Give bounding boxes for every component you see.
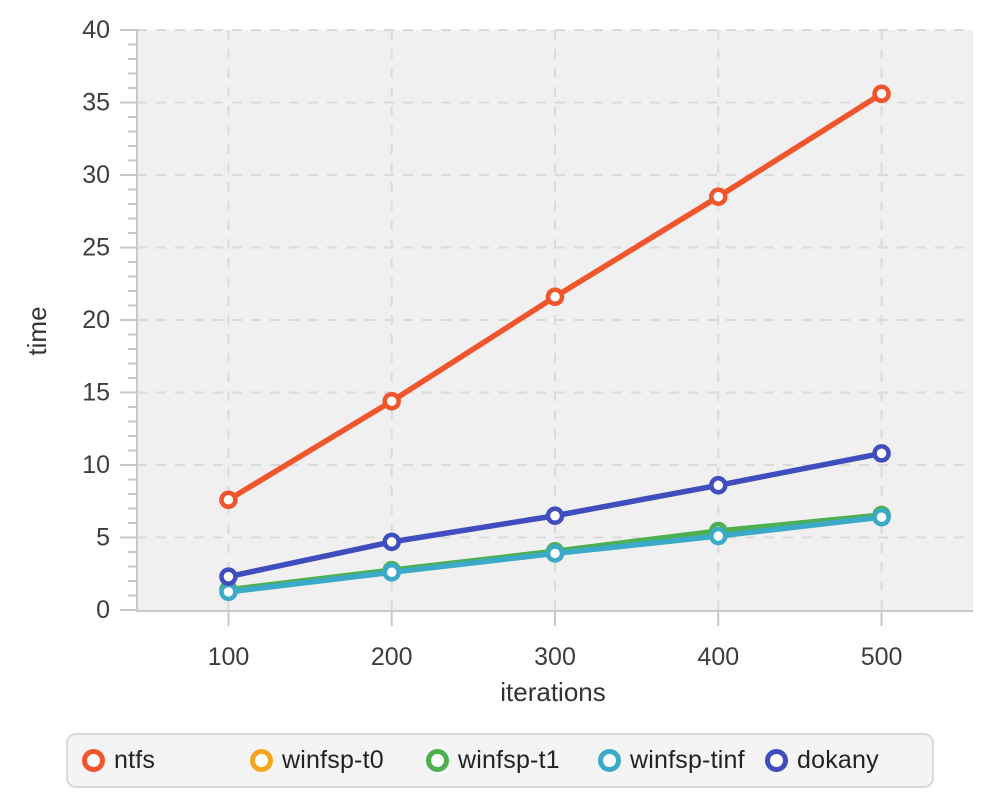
y-tick-label: 40 xyxy=(82,16,110,44)
legend-marker-icon xyxy=(426,749,449,772)
marker-ntfs xyxy=(219,490,238,510)
legend-item-winfsp-t0: winfsp-t0 xyxy=(250,746,426,775)
y-tick-label: 30 xyxy=(82,161,110,189)
legend-label: ntfs xyxy=(114,746,156,774)
chart: 0 5 10 15 20 25 30 35 40 100 200 300 400 500 iteratio… xyxy=(22,16,973,707)
marker-winfsp-tinf xyxy=(709,526,728,546)
marker-winfsp-tinf xyxy=(219,582,238,602)
marker-dokany xyxy=(709,476,728,495)
legend-item-dokany: dokany xyxy=(765,746,879,775)
marker-dokany xyxy=(382,532,401,552)
marker-ntfs xyxy=(545,287,565,307)
marker-ntfs xyxy=(382,391,401,411)
x-tick-label: 300 xyxy=(534,643,576,671)
legend-label: dokany xyxy=(797,746,879,774)
y-tick-label: 20 xyxy=(82,306,110,334)
legend-label: winfsp-t1 xyxy=(458,746,560,774)
marker-ntfs xyxy=(872,84,891,104)
y-tick-label: 35 xyxy=(82,89,110,117)
y-tick-label: 25 xyxy=(82,234,110,262)
legend-item-winfsp-tinf: winfsp-tinf xyxy=(598,746,765,775)
marker-winfsp-tinf xyxy=(382,563,401,582)
x-tick-label: 100 xyxy=(208,643,250,671)
marker-dokany xyxy=(872,444,891,463)
legend-marker-icon xyxy=(250,749,273,772)
y-axis-title: time xyxy=(22,306,52,355)
y-tick-label: 0 xyxy=(96,596,110,624)
legend-label: winfsp-t0 xyxy=(282,746,384,774)
y-tick-label: 10 xyxy=(82,451,110,479)
legend-item-winfsp-t1: winfsp-t1 xyxy=(426,746,598,775)
x-tick-label: 400 xyxy=(697,643,739,671)
y-tick-label: 15 xyxy=(82,379,110,407)
legend-item-ntfs: ntfs xyxy=(82,746,250,775)
marker-ntfs xyxy=(709,187,728,206)
x-axis-title: iterations xyxy=(500,677,606,707)
legend-marker-icon xyxy=(765,749,788,772)
marker-winfsp-tinf xyxy=(545,544,565,563)
legend-label: winfsp-tinf xyxy=(630,746,745,774)
marker-winfsp-tinf xyxy=(872,507,891,527)
marker-dokany xyxy=(219,567,238,586)
x-tick-label: 500 xyxy=(861,643,903,671)
legend-marker-icon xyxy=(82,749,105,772)
legend-marker-icon xyxy=(598,749,621,772)
marker-dokany xyxy=(545,506,565,525)
y-tick-label: 5 xyxy=(96,524,110,552)
chart-legend: ntfs winfsp-t0 winfsp-t1 winfsp-tinf dokany xyxy=(66,733,934,788)
x-tick-label: 200 xyxy=(371,643,413,671)
